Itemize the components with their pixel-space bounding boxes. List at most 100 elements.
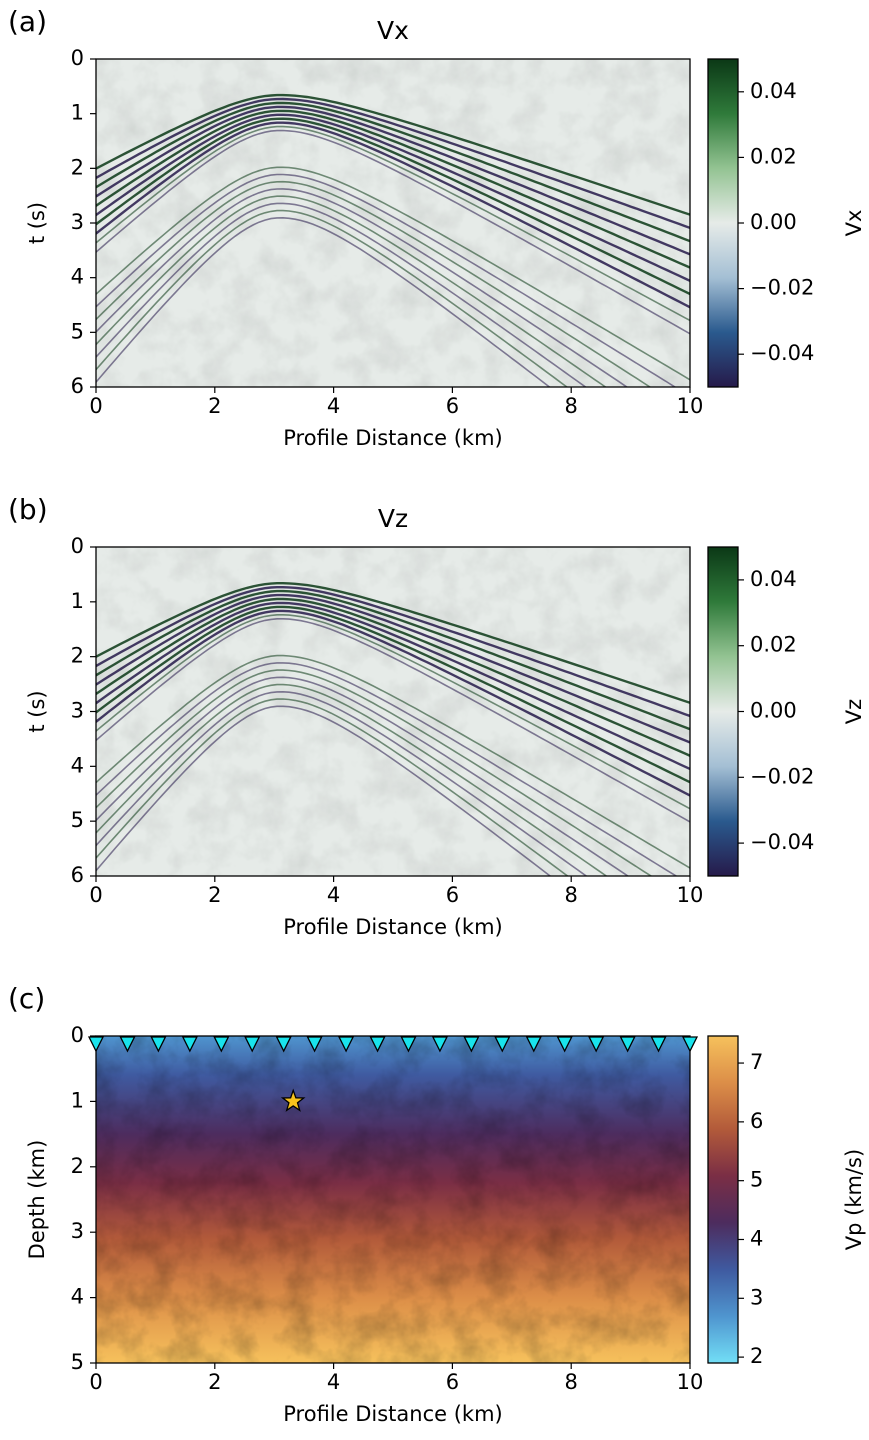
colorbar-tick-label: 0.04: [750, 79, 797, 103]
seismogram-texture: [96, 59, 690, 387]
wavefront: [96, 180, 652, 387]
panel-label: (a): [8, 5, 47, 38]
source: [280, 1088, 306, 1112]
colorbar: [707, 546, 739, 877]
x-axis-label: Profile Distance (km): [283, 1402, 502, 1426]
wavefront: [96, 188, 629, 387]
y-tick-label: 5: [71, 1350, 84, 1374]
y-tick-label: 3: [71, 699, 84, 723]
receiver: [244, 1036, 261, 1053]
wavefront: [96, 705, 552, 876]
wavefront: [96, 586, 690, 718]
receiver: [181, 1036, 198, 1053]
wavefront: [96, 113, 690, 283]
panel-title: Vx: [377, 16, 409, 45]
x-tick-label: 6: [446, 883, 459, 907]
y-axis-label: t (s): [25, 202, 49, 244]
wavefront: [96, 121, 690, 309]
seismogram-texture: [96, 547, 690, 876]
y-tick-label: 4: [71, 265, 84, 289]
x-tick-label: 8: [565, 883, 578, 907]
x-tick-label: 6: [446, 394, 459, 418]
y-tick-label: 1: [71, 1088, 84, 1112]
y-tick-label: 0: [71, 534, 84, 558]
wavefront: [96, 609, 690, 797]
colorbar-label: Vp (km/s): [842, 1149, 866, 1250]
receiver: [494, 1036, 511, 1053]
x-tick-label: 4: [327, 883, 340, 907]
y-tick-label: 2: [71, 155, 84, 179]
wavefront: [96, 125, 690, 322]
colorbar-tick-label: 7: [750, 1050, 763, 1074]
x-tick-label: 0: [89, 883, 102, 907]
image-area: [96, 59, 690, 387]
receiver: [150, 1036, 167, 1053]
receiver: [588, 1036, 605, 1053]
wavefront: [96, 129, 690, 335]
receiver: [400, 1036, 417, 1053]
x-tick-label: 2: [208, 883, 221, 907]
receiver: [525, 1036, 542, 1053]
wavefront: [96, 597, 690, 758]
wavefront: [96, 93, 690, 216]
y-axis-label: Depth (km): [25, 1140, 49, 1260]
colorbar-tick-label: 0.02: [750, 633, 797, 657]
colorbar-tick-label: 2: [750, 1344, 763, 1368]
y-tick-label: 2: [71, 1154, 84, 1178]
receiver: [431, 1036, 448, 1053]
wavefront: [96, 605, 690, 784]
wavefront: [96, 618, 690, 823]
wavefront: [96, 97, 690, 230]
receiver: [213, 1036, 230, 1053]
y-tick-label: 0: [71, 46, 84, 70]
y-tick-label: 4: [71, 753, 84, 777]
x-tick-label: 2: [208, 394, 221, 418]
colorbar-tick-label: 3: [750, 1285, 763, 1309]
x-tick-label: 4: [327, 394, 340, 418]
wavefront: [96, 109, 690, 269]
wavefront: [96, 589, 690, 731]
colorbar-label: Vz: [842, 699, 866, 724]
x-axis-label: Profile Distance (km): [283, 426, 502, 450]
colorbar-tick-label: −0.04: [750, 830, 814, 854]
y-tick-label: 2: [71, 644, 84, 668]
y-tick-label: 1: [71, 589, 84, 613]
y-tick-label: 6: [71, 863, 84, 887]
wavefront: [96, 676, 630, 876]
colorbar-tick-label: 0.02: [750, 144, 797, 168]
x-tick-label: 10: [677, 883, 704, 907]
wavefront: [96, 654, 690, 870]
x-tick-label: 0: [89, 1370, 102, 1394]
colorbar-tick-label: 5: [750, 1168, 763, 1192]
axes-frame: [95, 1035, 691, 1364]
y-tick-label: 0: [71, 1023, 84, 1047]
wavefront: [96, 173, 677, 387]
wavefront: [96, 202, 587, 387]
colorbar-tick-label: 4: [750, 1226, 763, 1250]
receiver: [87, 1036, 105, 1053]
receiver: [306, 1036, 323, 1053]
panel-title: Vz: [378, 504, 408, 533]
y-tick-label: 5: [71, 319, 84, 343]
y-axis-label: t (s): [25, 690, 49, 732]
wavefront: [96, 195, 607, 387]
wavefront: [96, 166, 690, 381]
y-tick-label: 1: [71, 101, 84, 125]
wavefront: [96, 101, 690, 243]
x-tick-label: 8: [565, 394, 578, 418]
colorbar-tick-label: 6: [750, 1109, 763, 1133]
y-tick-label: 3: [71, 1219, 84, 1243]
image-area: [96, 1036, 690, 1363]
receiver: [681, 1036, 699, 1053]
panel-label: (b): [8, 493, 48, 526]
colorbar: [707, 58, 739, 388]
panel-label: (c): [8, 982, 45, 1015]
receiver: [556, 1036, 573, 1053]
wavefront: [96, 698, 569, 876]
x-tick-label: 6: [446, 1370, 459, 1394]
colorbar-tick-label: −0.04: [750, 341, 814, 365]
wavefront: [96, 117, 690, 296]
colorbar-tick-label: −0.02: [750, 276, 814, 300]
wavefront: [96, 209, 569, 387]
